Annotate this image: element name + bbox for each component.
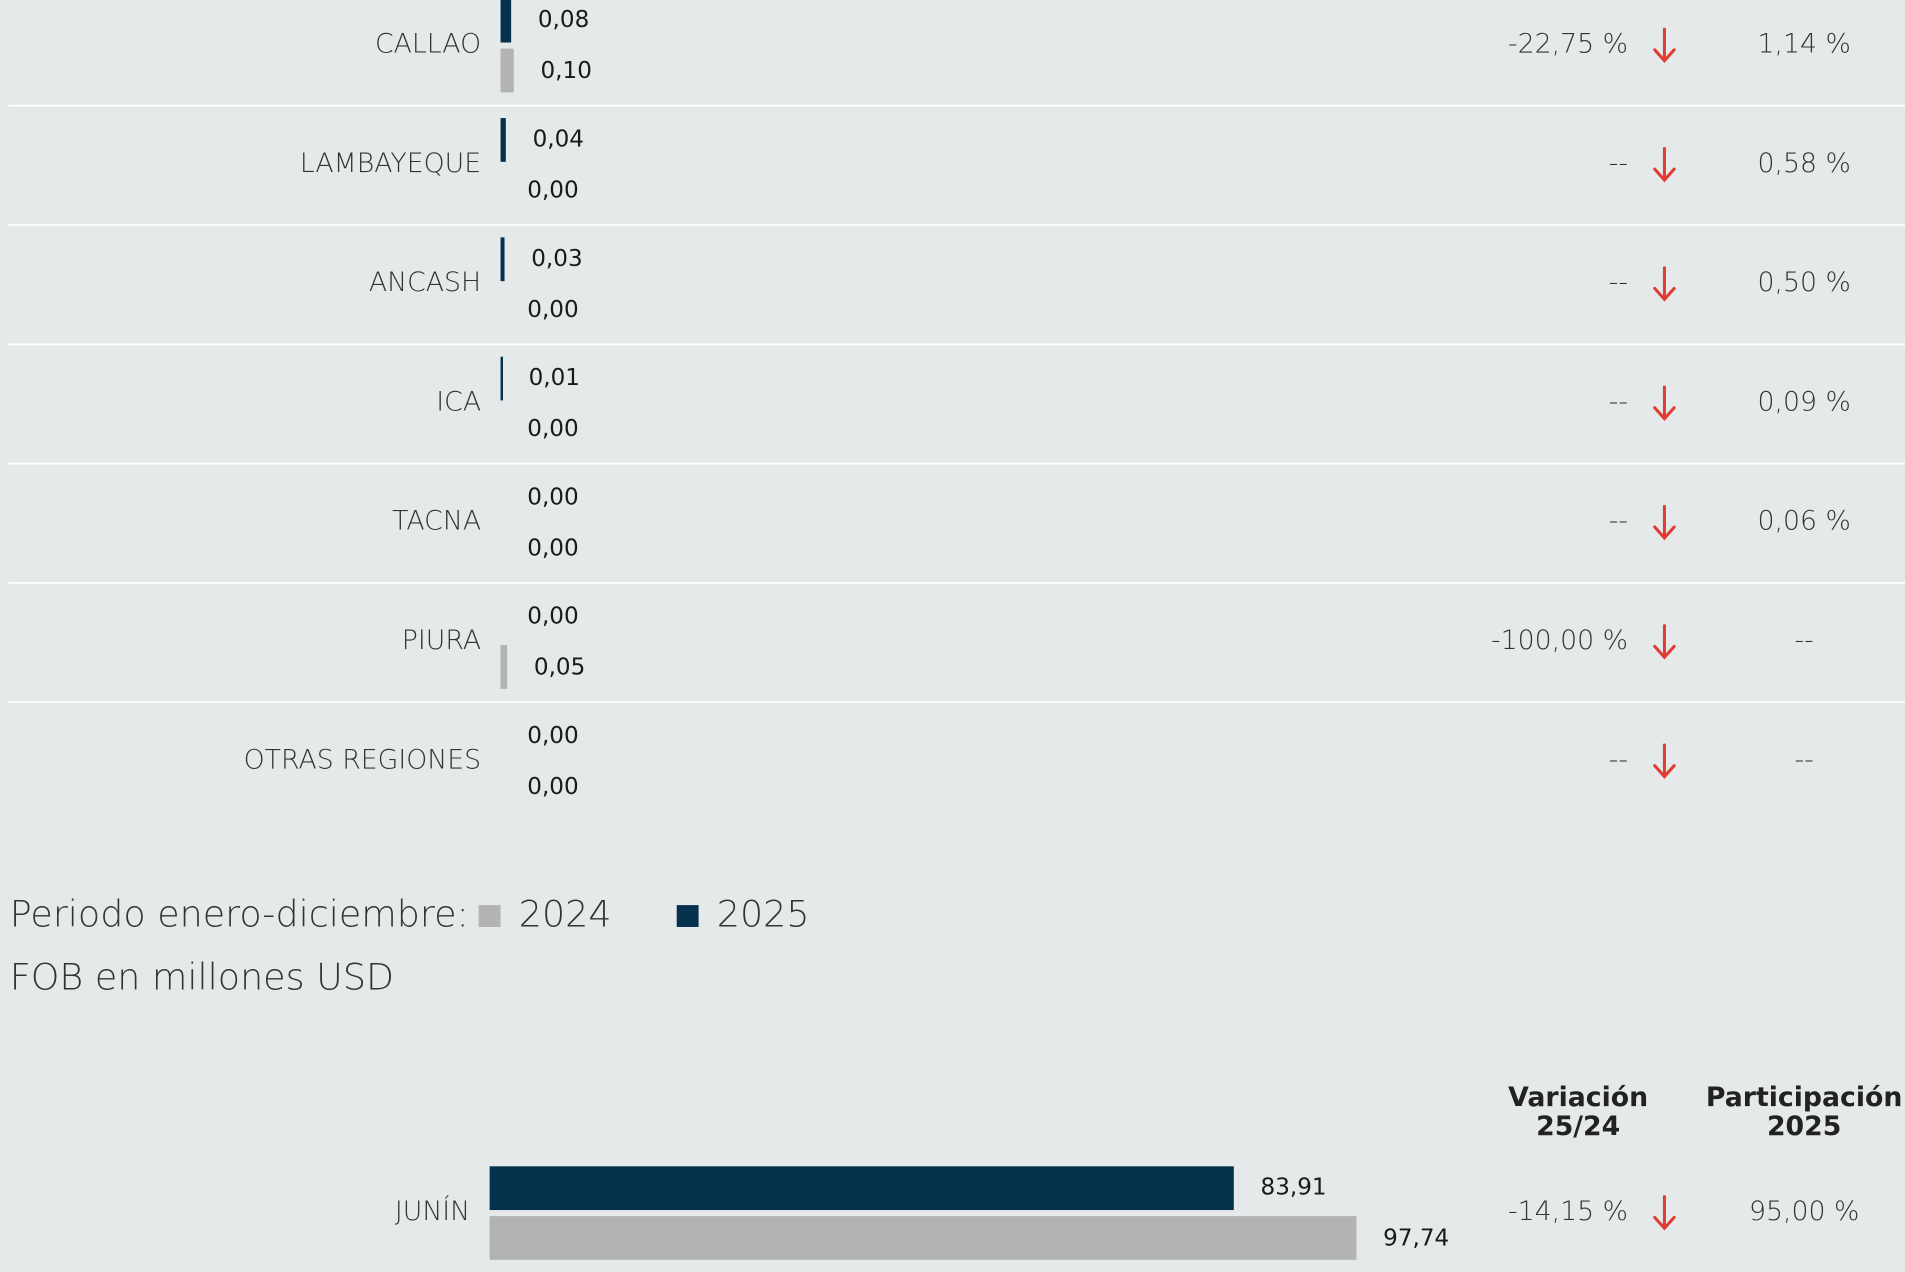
variation: -100,00 % (1491, 625, 1628, 656)
category-label: TACNA (392, 506, 481, 537)
value-label: 0,00 (527, 535, 578, 561)
legend-swatch (676, 905, 699, 927)
variation: -- (1609, 506, 1628, 537)
variation: -14,15 % (1508, 1196, 1628, 1227)
legend-label: 2025 (717, 893, 810, 936)
column-header: 2025 (1767, 1111, 1841, 1142)
bar (500, 48, 514, 93)
participation: 95,00 % (1749, 1196, 1859, 1227)
category-label: PIURA (402, 625, 481, 656)
value-label: 83,91 (1261, 1175, 1327, 1201)
category-label: JUNÍN (395, 1195, 470, 1227)
down-arrow (1653, 266, 1676, 302)
value-label: 97,74 (1383, 1226, 1449, 1252)
down-arrow (1653, 624, 1676, 660)
down-arrow (1653, 504, 1676, 541)
bar (500, 356, 503, 401)
participation: 0,06 % (1757, 506, 1850, 537)
value-label: 0,00 (527, 774, 578, 800)
column-header: 25/24 (1536, 1111, 1620, 1142)
down-arrow (1653, 146, 1676, 183)
down-arrow (1653, 743, 1676, 779)
value-label: 0,03 (531, 246, 582, 272)
bar (489, 1166, 1234, 1211)
value-label: 0,00 (527, 604, 578, 630)
value-label: 0,00 (527, 297, 578, 323)
participation: 1,14 % (1757, 28, 1850, 59)
participation: 0,58 % (1757, 148, 1850, 179)
value-label: 0,00 (527, 723, 578, 749)
legend-title: Periodo enero-diciembre: (10, 893, 469, 936)
category-label: LAMBAYEQUE (300, 148, 481, 179)
value-label: 0,00 (527, 177, 578, 203)
value-label: 0,08 (538, 7, 589, 33)
participation: 0,50 % (1757, 267, 1850, 298)
category-label: ICA (436, 386, 481, 417)
value-label: 0,04 (533, 126, 584, 152)
bar (500, 118, 506, 162)
down-arrow (1653, 27, 1676, 64)
variation: -- (1609, 148, 1628, 179)
variation: -- (1609, 744, 1628, 775)
value-label: 0,10 (541, 58, 592, 84)
down-arrow (1653, 1195, 1676, 1231)
participation: -- (1794, 744, 1813, 775)
value-label: 0,05 (534, 655, 585, 681)
participation: 0,09 % (1757, 386, 1850, 417)
column-header: Participación (1706, 1082, 1903, 1113)
variation: -- (1609, 386, 1628, 417)
subtitle: FOB en millones USD (10, 956, 394, 999)
value-label: 0,00 (527, 484, 578, 510)
value-label: 0,01 (529, 365, 580, 391)
legend-label: 2024 (519, 893, 612, 936)
down-arrow (1653, 385, 1676, 421)
legend-swatch (478, 905, 501, 927)
variation: -- (1609, 267, 1628, 298)
bar (500, 645, 508, 689)
bar (489, 1216, 1357, 1260)
variation: -22,75 % (1508, 28, 1628, 59)
bar (500, 0, 512, 43)
category-label: ANCASH (369, 267, 481, 298)
category-label: CALLAO (375, 28, 481, 59)
value-label: 0,00 (527, 416, 578, 442)
category-label: OTRAS REGIONES (244, 744, 481, 775)
bar (500, 237, 505, 282)
column-header: Variación (1508, 1082, 1648, 1113)
participation: -- (1794, 625, 1813, 656)
